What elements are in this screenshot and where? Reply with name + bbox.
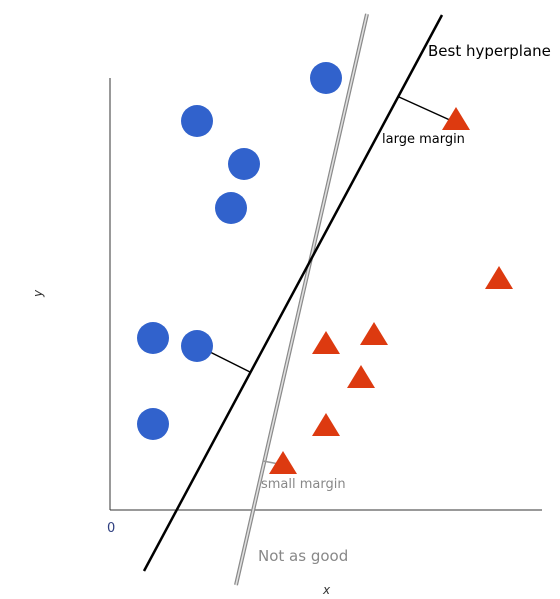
circle-point xyxy=(137,322,169,354)
circle-point xyxy=(215,192,247,224)
y-axis-label: y xyxy=(31,289,45,298)
triangle-point xyxy=(442,107,470,130)
triangle-point xyxy=(360,322,388,345)
circle-point xyxy=(228,148,260,180)
triangle-point xyxy=(347,365,375,388)
best-hyperplane xyxy=(142,14,444,572)
large-margin-segment-bottom xyxy=(205,349,251,373)
origin-label: 0 xyxy=(107,521,115,536)
triangle-class-points xyxy=(269,107,513,474)
large-margin-label: large margin xyxy=(382,132,465,147)
circle-class-points xyxy=(137,62,342,440)
small-margin-label: small margin xyxy=(261,477,346,492)
large-margin-segment-top xyxy=(398,96,453,122)
circle-point xyxy=(137,408,169,440)
alternative-hyperplane xyxy=(234,13,369,586)
triangle-point xyxy=(269,451,297,474)
triangle-point xyxy=(312,413,340,436)
circle-point xyxy=(310,62,342,94)
circle-point xyxy=(181,330,213,362)
triangle-point xyxy=(485,266,513,289)
triangle-point xyxy=(312,331,340,354)
x-axis-label: x xyxy=(322,583,331,597)
best-hyperplane-label: Best hyperplane xyxy=(428,42,551,60)
not-as-good-label: Not as good xyxy=(258,547,348,565)
circle-point xyxy=(181,105,213,137)
